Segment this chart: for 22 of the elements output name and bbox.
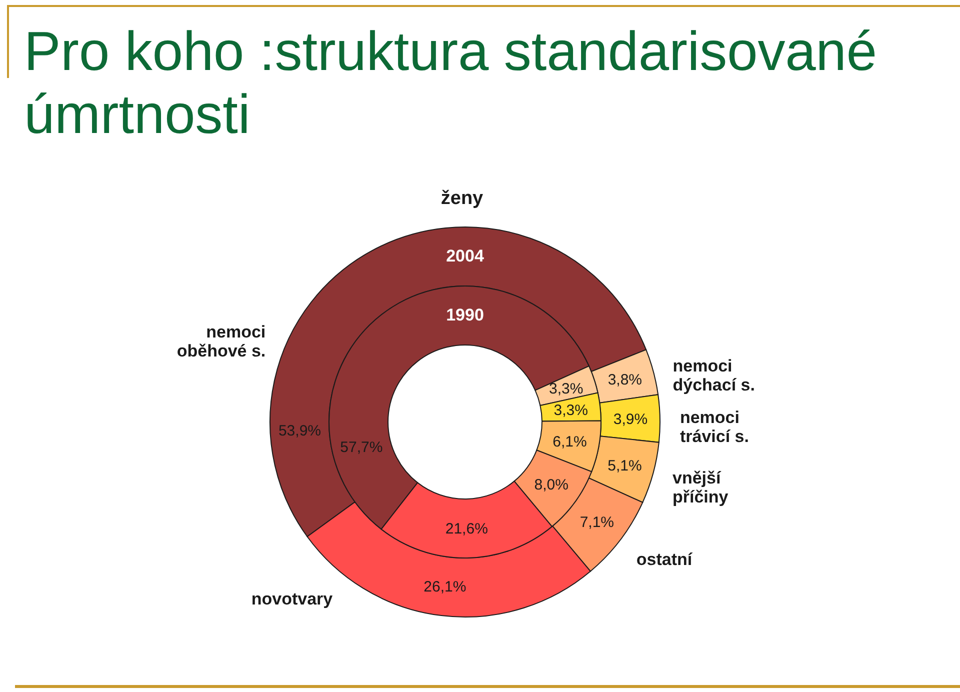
slice-label: nemoci trávicí s. [679, 408, 748, 446]
data-label: 57,7% [340, 438, 382, 456]
data-label: 7,1% [579, 514, 614, 531]
data-label: 3,3% [548, 380, 583, 398]
data-label: 5,1% [607, 457, 642, 474]
data-label: 3,3% [553, 402, 588, 420]
data-label: 6,1% [552, 433, 586, 450]
data-label: 21,6% [444, 520, 488, 538]
slice-label: vnější příčiny [672, 468, 728, 506]
slice-label: ostatní [636, 550, 693, 569]
chart-subtitle: ženy [440, 188, 484, 209]
data-label: 8,0% [534, 476, 568, 494]
data-label: 53,9% [278, 422, 320, 440]
slice-label: nemoci dýchací s. [672, 356, 754, 395]
slice-label: 2004 [446, 246, 484, 266]
slice-label: nemoci oběhové s. [176, 322, 266, 360]
data-label: 3,8% [607, 371, 642, 388]
data-label: 3,9% [612, 410, 648, 428]
slice-label: novotvary [250, 589, 333, 608]
data-label: 26,1% [423, 578, 466, 596]
slice-label: 1990 [446, 306, 484, 324]
chart-title: Pro koho :struktura standarisované úmrtnosti [24, 20, 878, 145]
